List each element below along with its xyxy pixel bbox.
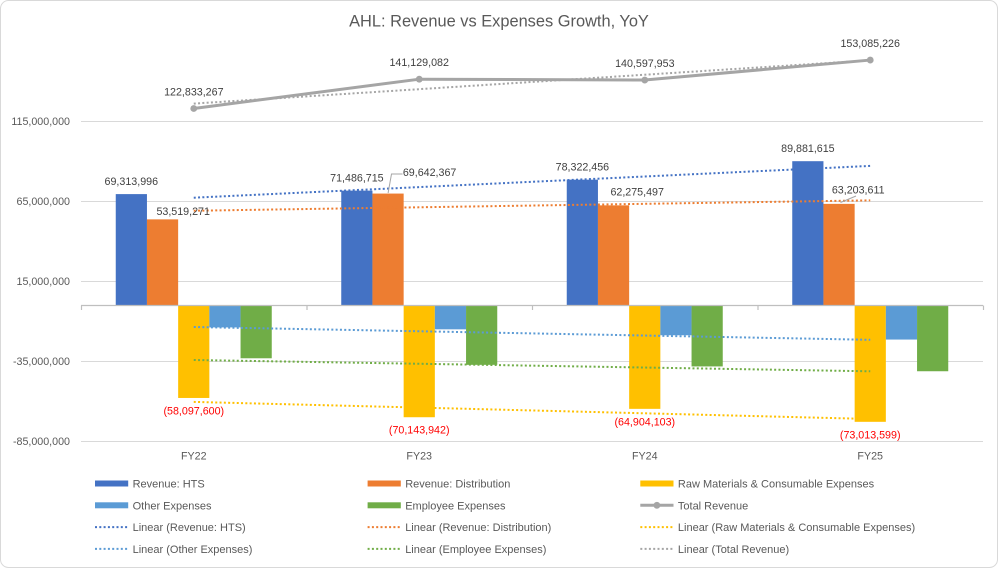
svg-text:Linear (Revenue: Distribution): Linear (Revenue: Distribution) [405, 522, 551, 534]
svg-text:62,275,497: 62,275,497 [610, 187, 664, 199]
svg-text:69,313,996: 69,313,996 [105, 176, 159, 188]
svg-text:140,597,953: 140,597,953 [615, 58, 674, 70]
svg-text:Linear (Other Expenses): Linear (Other Expenses) [133, 544, 253, 556]
svg-text:Total Revenue: Total Revenue [678, 500, 748, 512]
svg-text:53,519,271: 53,519,271 [156, 206, 210, 218]
svg-text:71,486,715: 71,486,715 [330, 172, 384, 184]
svg-text:Linear (Revenue: HTS): Linear (Revenue: HTS) [133, 522, 246, 534]
svg-text:(58,097,600): (58,097,600) [163, 406, 224, 418]
svg-text:122,833,267: 122,833,267 [164, 87, 223, 99]
svg-text:65,000,000: 65,000,000 [17, 196, 71, 208]
svg-text:-85,000,000: -85,000,000 [13, 436, 70, 448]
svg-text:63,203,611: 63,203,611 [832, 185, 885, 197]
svg-text:AHL: Revenue vs Expenses Growt: AHL: Revenue vs Expenses Growth, YoY [349, 13, 649, 31]
svg-text:FY23: FY23 [406, 451, 432, 463]
svg-text:FY24: FY24 [632, 451, 658, 463]
svg-text:Other Expenses: Other Expenses [133, 500, 212, 512]
svg-text:(64,904,103): (64,904,103) [614, 416, 675, 428]
svg-text:(70,143,942): (70,143,942) [389, 425, 450, 437]
svg-text:Employee Expenses: Employee Expenses [405, 500, 506, 512]
svg-text:Linear (Total Revenue): Linear (Total Revenue) [678, 544, 789, 556]
svg-text:89,881,615: 89,881,615 [781, 143, 835, 155]
svg-text:153,085,226: 153,085,226 [840, 38, 899, 50]
svg-text:Raw Materials & Consumable Exp: Raw Materials & Consumable Expenses [678, 479, 875, 491]
svg-text:15,000,000: 15,000,000 [17, 276, 71, 288]
svg-text:Linear (Raw Materials & Consum: Linear (Raw Materials & Consumable Expen… [678, 522, 915, 534]
svg-text:Revenue: HTS: Revenue: HTS [133, 479, 205, 491]
svg-text:141,129,082: 141,129,082 [389, 57, 448, 69]
svg-text:78,322,456: 78,322,456 [556, 162, 610, 174]
svg-text:-35,000,000: -35,000,000 [13, 356, 70, 368]
svg-text:(73,013,599): (73,013,599) [840, 429, 901, 441]
svg-text:Revenue: Distribution: Revenue: Distribution [405, 479, 510, 491]
svg-text:Linear (Employee Expenses): Linear (Employee Expenses) [405, 544, 546, 556]
svg-text:115,000,000: 115,000,000 [11, 116, 70, 128]
svg-text:FY22: FY22 [181, 451, 207, 463]
svg-text:69,642,367: 69,642,367 [403, 167, 457, 179]
svg-text:FY25: FY25 [857, 451, 883, 463]
